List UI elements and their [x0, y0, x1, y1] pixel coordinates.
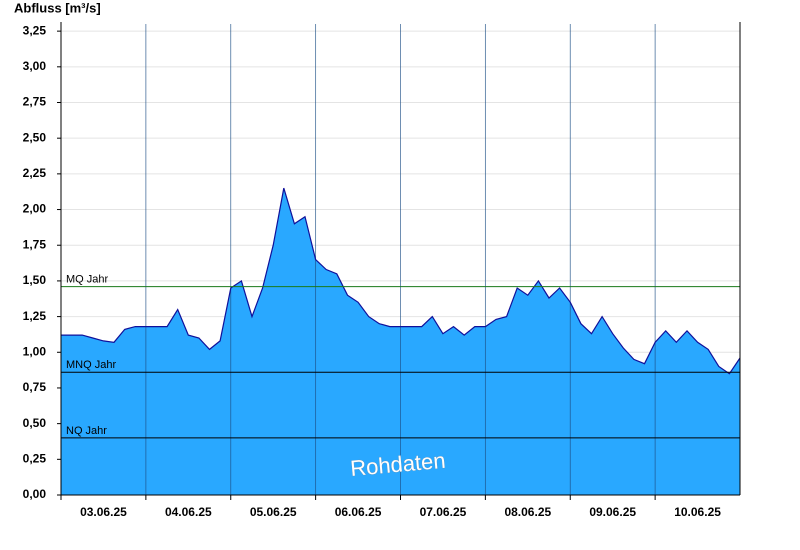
y-tick-label: 0,25 — [23, 451, 47, 465]
x-tick-label: 05.06.25 — [250, 505, 297, 519]
reference-label: MQ Jahr — [66, 274, 109, 286]
x-tick-label: 08.06.25 — [504, 505, 551, 519]
y-tick-label: 2,25 — [23, 166, 47, 180]
y-tick-label: 2,75 — [23, 95, 47, 109]
y-tick-label: 1,25 — [23, 309, 47, 323]
y-tick-label: 1,00 — [23, 344, 47, 358]
y-tick-label: 1,50 — [23, 273, 47, 287]
y-tick-label: 3,00 — [23, 59, 47, 73]
x-tick-label: 07.06.25 — [420, 505, 467, 519]
y-tick-label: 2,50 — [23, 130, 47, 144]
x-tick-label: 04.06.25 — [165, 505, 212, 519]
line — [61, 187, 741, 375]
x-tick-label: 09.06.25 — [589, 505, 636, 519]
reference-label: MNQ Jahr — [66, 359, 116, 371]
y-tick-label: 3,25 — [23, 23, 47, 37]
y-axis-title: Abfluss [m³/s] — [14, 0, 101, 15]
y-tick-label: 0,00 — [23, 487, 47, 501]
y-tick-label: 0,50 — [23, 416, 47, 430]
x-tick-label: 06.06.25 — [335, 505, 382, 519]
x-tick-label: 10.06.25 — [674, 505, 721, 519]
y-tick-label: 2,00 — [23, 202, 47, 216]
y-tick-label: 1,75 — [23, 237, 47, 251]
reference-label: NQ Jahr — [66, 425, 107, 437]
x-tick-label: 03.06.25 — [80, 505, 127, 519]
y-tick-label: 0,75 — [23, 380, 47, 394]
